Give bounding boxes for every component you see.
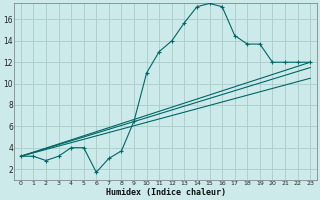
X-axis label: Humidex (Indice chaleur): Humidex (Indice chaleur) <box>106 188 226 197</box>
